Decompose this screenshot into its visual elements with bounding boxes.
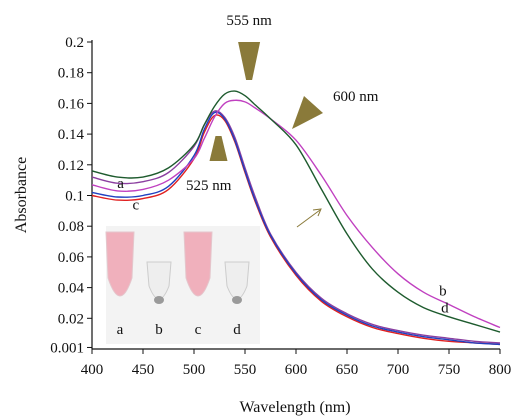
tube-label-a: a: [117, 322, 124, 338]
marker-600: [292, 96, 323, 129]
shift-arrow-head: [312, 208, 322, 217]
marker-525: [209, 136, 228, 161]
x-tick-label: 750: [438, 362, 461, 378]
y-axis-title: Absorbance: [13, 157, 30, 233]
x-tick-label: 500: [183, 362, 206, 378]
annotation-555nm: 555 nm: [226, 13, 272, 29]
inset-photo: a b c d: [105, 226, 260, 344]
y-tick-label: 0.001: [50, 340, 84, 356]
y-tick-label: 0.1: [65, 189, 84, 205]
y-tick-label: 0.2: [65, 35, 84, 51]
series-d-line: [91, 90, 501, 333]
axes: 0.001 0.02 0.04 0.06 0.08 0.1 0.12 0.14 0.16 0.18…: [50, 35, 511, 378]
annotation-600nm: 600 nm: [333, 89, 379, 105]
x-tick-label: 650: [336, 362, 359, 378]
pellet-d: [232, 296, 242, 304]
x-tick-label: 600: [285, 362, 308, 378]
annotations: 555 nm 600 nm 525 nm ac bd: [117, 13, 449, 317]
curves: [91, 90, 501, 346]
series-b-line: [91, 99, 501, 329]
x-tick-label: 700: [387, 362, 410, 378]
x-tick-label: 400: [81, 362, 104, 378]
x-tick-label: 450: [132, 362, 155, 378]
x-tick-label: 550: [234, 362, 257, 378]
y-tick-label: 0.16: [58, 96, 85, 112]
curve-label-b: b: [439, 284, 447, 300]
y-tick-label: 0.04: [58, 281, 85, 297]
tube-label-d: d: [233, 322, 241, 338]
curve-label-c: c: [133, 198, 140, 214]
pellet-b: [154, 296, 164, 304]
curve-label-a: a: [117, 176, 124, 192]
tube-label-b: b: [155, 322, 163, 338]
series-a-line: [91, 110, 501, 344]
x-axis-title: Wavelength (nm): [239, 399, 350, 416]
shift-arrow: [296, 209, 321, 228]
y-tick-label: 0.02: [58, 311, 84, 327]
y-tick-label: 0.08: [58, 219, 84, 235]
curve-label-d: d: [441, 301, 449, 317]
y-tick-label: 0.12: [58, 158, 84, 174]
series-blue-line: [91, 111, 501, 346]
x-tick-label: 800: [489, 362, 512, 378]
annotation-525nm: 525 nm: [186, 178, 232, 194]
tube-a: [105, 231, 135, 297]
marker-555: [238, 42, 261, 80]
tube-c: [183, 231, 213, 297]
y-tick-label: 0.18: [58, 66, 84, 82]
tube-label-c: c: [195, 322, 202, 338]
y-tick-label: 0.14: [58, 127, 85, 143]
y-tick-label: 0.06: [58, 250, 85, 266]
